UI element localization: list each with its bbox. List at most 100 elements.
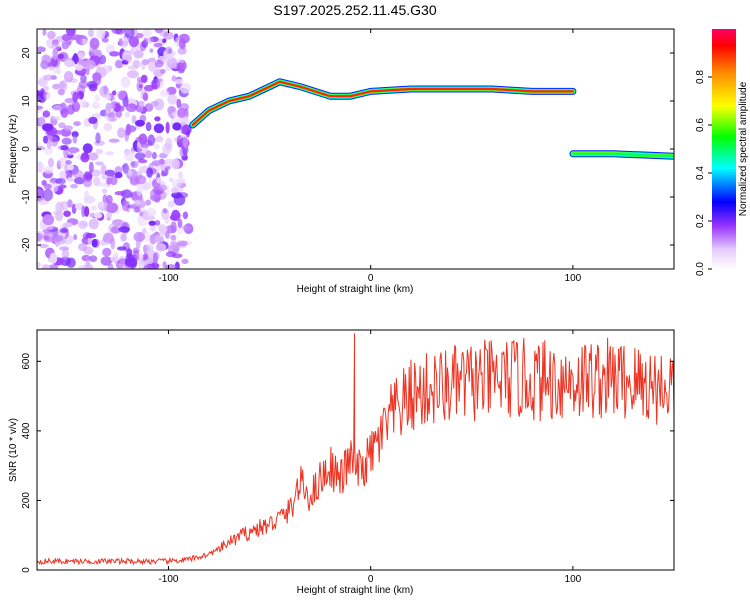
noise-blob: [143, 231, 151, 242]
noise-blob: [176, 178, 186, 184]
noise-blob: [105, 151, 114, 156]
noise-blob: [162, 38, 167, 43]
noise-blob: [112, 219, 124, 227]
spectrogram-y-tick-label: -20: [21, 237, 32, 252]
noise-blob: [65, 160, 72, 165]
spectrogram-y-label: Frequency (Hz): [8, 115, 19, 184]
noise-blob: [106, 194, 113, 205]
noise-blob: [47, 264, 59, 269]
noise-blob: [85, 173, 93, 180]
noise-blob: [37, 199, 49, 205]
noise-blob: [106, 202, 119, 214]
noise-blob: [43, 74, 54, 81]
noise-blob: [154, 116, 161, 122]
noise-blob: [118, 226, 130, 233]
noise-blob: [61, 34, 71, 42]
noise-blob: [41, 264, 51, 269]
noise-blob: [142, 227, 147, 234]
noise-blob: [165, 230, 170, 239]
noise-blob: [130, 160, 139, 169]
noise-blob: [106, 177, 112, 185]
noise-blob: [139, 211, 144, 217]
noise-blob: [52, 83, 61, 90]
noise-blob: [146, 207, 157, 217]
colorbar: 0.0 0.2 0.4 0.6 0.8 Normalized spectral ampl…: [695, 29, 749, 276]
noise-blob: [138, 100, 145, 109]
noise-blob: [181, 124, 192, 136]
noise-blob: [125, 123, 132, 136]
noise-blob: [101, 188, 108, 194]
noise-blob: [78, 38, 83, 44]
noise-blob: [39, 116, 46, 127]
noise-blob: [55, 210, 63, 222]
noise-blob: [114, 171, 123, 179]
noise-blob: [66, 29, 76, 36]
noise-blob: [52, 116, 61, 121]
noise-blob: [144, 150, 153, 159]
noise-blob: [146, 37, 154, 44]
colorbar-tick-label: 0.6: [695, 118, 706, 132]
noise-blob: [85, 232, 97, 239]
noise-blob: [42, 29, 47, 36]
noise-blob: [181, 258, 189, 264]
snr-panel: -100 0 100 0 200 400 600 Height of straight l…: [8, 329, 675, 596]
noise-blob: [43, 85, 50, 91]
noise-blob: [63, 71, 74, 83]
noise-blob: [167, 94, 178, 105]
noise-blob: [84, 190, 89, 200]
snr-y-label: SNR (10 * v/v): [8, 418, 19, 482]
noise-blob: [170, 187, 179, 194]
noise-blob: [109, 51, 120, 57]
noise-blob: [148, 220, 156, 226]
snr-y-tick-label: 600: [21, 353, 32, 370]
noise-blob: [51, 234, 64, 242]
noise-blob: [168, 177, 174, 183]
noise-blob: [38, 243, 49, 248]
noise-blob: [108, 138, 120, 143]
noise-blob: [155, 135, 164, 143]
noise-blob: [155, 243, 167, 252]
noise-blob: [182, 136, 189, 148]
noise-blob: [66, 104, 75, 115]
spectrogram-x-ticks: -100 0 100: [158, 29, 582, 284]
noise-blob: [181, 224, 190, 231]
noise-blob: [153, 144, 160, 150]
noise-blob: [177, 47, 187, 55]
noise-blob: [99, 241, 110, 246]
snr-series-line: [37, 333, 674, 566]
noise-blob: [138, 133, 148, 145]
noise-blob: [154, 234, 165, 245]
noise-blob: [152, 252, 158, 265]
noise-blob: [124, 111, 131, 118]
spectrogram-y-tick-label: 20: [21, 47, 32, 59]
noise-blob: [107, 263, 114, 269]
noise-blob: [66, 164, 74, 171]
noise-blob: [119, 256, 126, 268]
noise-blob: [137, 159, 148, 164]
noise-blob: [166, 57, 178, 69]
noise-blob: [104, 169, 116, 177]
noise-blob: [37, 105, 43, 110]
noise-blob: [42, 135, 49, 144]
noise-blob: [105, 94, 112, 101]
noise-blob: [110, 226, 120, 234]
noise-blob: [128, 35, 139, 48]
noise-blob: [113, 251, 119, 262]
noise-blob: [111, 29, 123, 35]
noise-blob: [102, 247, 112, 257]
noise-blob: [171, 75, 177, 82]
noise-blob: [42, 110, 51, 118]
noise-blob: [70, 183, 79, 189]
noise-blob: [73, 121, 81, 127]
noise-blob: [140, 74, 148, 84]
noise-blob: [88, 116, 98, 124]
noise-blob: [52, 48, 59, 58]
track-main-band: [190, 79, 576, 128]
noise-blob: [58, 81, 66, 90]
colorbar-tick-label: 0.0: [695, 262, 706, 276]
noise-blob: [118, 38, 123, 47]
noise-blob: [43, 166, 54, 174]
noise-blob: [135, 175, 147, 185]
noise-blob: [70, 34, 82, 40]
